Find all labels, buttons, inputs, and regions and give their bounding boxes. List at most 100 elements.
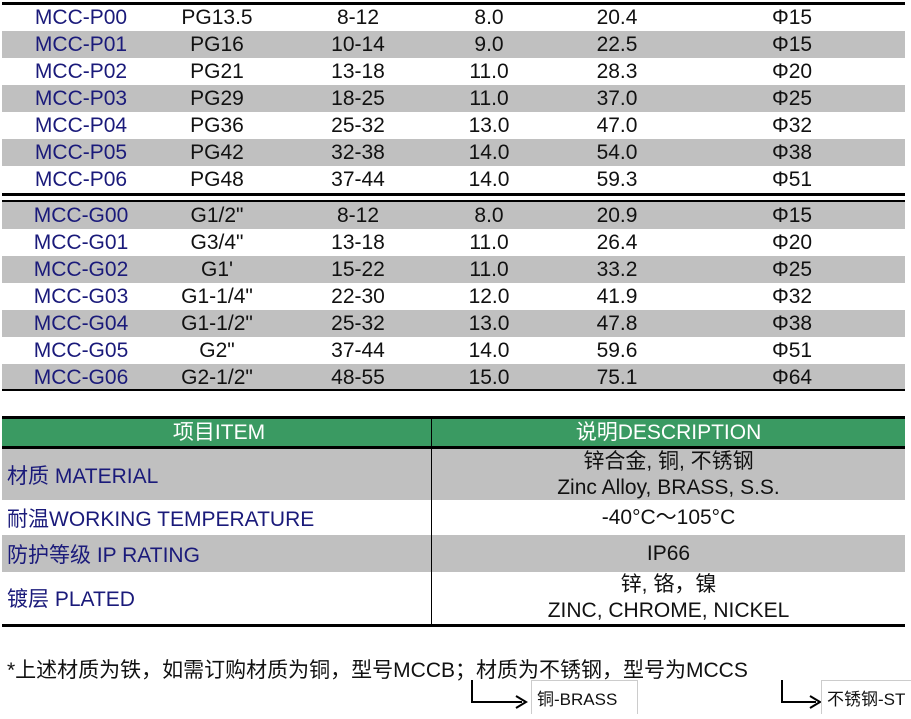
thread-cell: PG29 — [190, 87, 244, 110]
model-cell: MCC-G02 — [33, 258, 129, 281]
size-cell: 41.9 — [596, 285, 638, 308]
size-cell: 33.2 — [596, 258, 638, 281]
size-cell: 28.3 — [596, 60, 638, 83]
table-row: MCC-G02 G1' 15-22 11.0 33.2 Φ25 — [2, 256, 905, 283]
table-row: MCC-G05 G2" 37-44 14.0 59.6 Φ51 — [2, 337, 905, 364]
cable-range-cell: 18-25 — [331, 87, 385, 110]
length-cell: 14.0 — [468, 141, 510, 164]
thread-cell: PG42 — [190, 141, 244, 164]
table-row: MCC-P00 PG13.5 8-12 8.0 20.4 Φ15 — [2, 4, 905, 31]
hole-cell: Φ32 — [771, 114, 813, 137]
table-row: MCC-G01 G3/4" 13-18 11.0 26.4 Φ20 — [2, 229, 905, 256]
size-cell: 26.4 — [596, 231, 638, 254]
length-cell: 8.0 — [474, 6, 504, 29]
thread-cell: G1' — [200, 258, 234, 281]
cable-range-cell: 8-12 — [336, 6, 380, 29]
thread-cell: G1-1/4" — [181, 285, 253, 308]
cable-range-cell: 13-18 — [331, 60, 385, 83]
desc-en: Zinc Alloy, BRASS, S.S. — [557, 475, 780, 499]
size-cell: 22.5 — [596, 33, 638, 56]
size-cell: 75.1 — [596, 366, 638, 389]
table-row: MCC-G00 G1/2" 8-12 8.0 20.9 Φ15 — [2, 202, 905, 229]
table-row: MCC-G06 G2-1/2" 48-55 15.0 75.1 Φ64 — [2, 364, 905, 391]
model-cell: MCC-P04 — [34, 114, 128, 137]
size-cell: 37.0 — [596, 87, 638, 110]
table-row: MCC-P02 PG21 13-18 11.0 28.3 Φ20 — [2, 58, 905, 85]
table-row: MCC-P03 PG29 18-25 11.0 37.0 Φ25 — [2, 85, 905, 112]
length-cell: 11.0 — [469, 87, 509, 110]
arrow-icon — [471, 680, 528, 709]
thread-cell: PG13.5 — [181, 6, 253, 29]
arrow-icon — [781, 680, 822, 709]
desc-cn: 锌, 铬，镍 — [620, 573, 717, 596]
thread-cell: G2" — [199, 339, 235, 362]
info-header: 项目ITEM 说明DESCRIPTION — [2, 416, 905, 449]
cable-range-cell: 37-44 — [331, 339, 385, 362]
stainless-callout: 不锈钢-ST — [821, 680, 911, 714]
item-label: 镀层 PLATED — [2, 572, 432, 624]
length-cell: 15.0 — [468, 366, 510, 389]
section-rule — [2, 200, 905, 202]
hole-cell: Φ15 — [771, 6, 813, 29]
length-cell: 13.0 — [468, 114, 510, 137]
model-cell: MCC-G03 — [33, 285, 129, 308]
model-cell: MCC-G01 — [33, 231, 129, 254]
cable-range-cell: 13-18 — [331, 231, 385, 254]
length-cell: 8.0 — [474, 204, 504, 227]
temperature-row: 耐温WORKING TEMPERATURE -40°C～105°C — [2, 500, 905, 535]
hole-cell: Φ38 — [771, 312, 813, 335]
hole-cell: Φ20 — [771, 231, 813, 254]
model-cell: MCC-G05 — [33, 339, 129, 362]
table-row: MCC-G03 G1-1/4" 22-30 12.0 41.9 Φ32 — [2, 283, 905, 310]
length-cell: 11.0 — [469, 60, 509, 83]
item-label: 材质 MATERIAL — [2, 449, 432, 500]
top-rule — [2, 2, 905, 5]
hole-cell: Φ38 — [771, 141, 813, 164]
cable-range-cell: 25-32 — [331, 114, 385, 137]
desc-value: -40°C～105°C — [601, 505, 736, 529]
pg-thread-table: MCC-P00 PG13.5 8-12 8.0 20.4 Φ15 MCC-P01 PG16 10… — [2, 4, 905, 193]
model-cell: MCC-P00 — [34, 6, 128, 29]
cable-range-cell: 25-32 — [331, 312, 385, 335]
cable-range-cell: 8-12 — [336, 204, 380, 227]
hole-cell: Φ20 — [771, 60, 813, 83]
description-header: 说明DESCRIPTION — [575, 420, 762, 444]
model-cell: MCC-G00 — [33, 204, 129, 227]
hole-cell: Φ32 — [771, 285, 813, 308]
length-cell: 11.0 — [469, 258, 509, 281]
length-cell: 12.0 — [468, 285, 510, 308]
size-cell: 47.0 — [596, 114, 638, 137]
size-cell: 47.8 — [596, 312, 638, 335]
thread-cell: PG16 — [190, 33, 244, 56]
brass-callout: 铜-BRASS — [531, 680, 638, 714]
desc-cn: 锌合金, 铜, 不锈钢 — [583, 449, 754, 473]
length-cell: 13.0 — [468, 312, 510, 335]
material-row: 材质 MATERIAL 锌合金, 铜, 不锈钢 Zinc Alloy, BRASS… — [2, 449, 905, 500]
model-cell: MCC-P05 — [34, 141, 128, 164]
item-label: 耐温WORKING TEMPERATURE — [2, 500, 432, 535]
cable-range-cell: 32-38 — [331, 141, 385, 164]
size-cell: 59.3 — [596, 168, 638, 191]
model-cell: MCC-P06 — [34, 168, 128, 191]
hole-cell: Φ51 — [771, 168, 813, 191]
desc-value: IP66 — [646, 541, 691, 565]
size-cell: 20.9 — [596, 204, 638, 227]
length-cell: 11.0 — [469, 231, 509, 254]
model-cell: MCC-P03 — [34, 87, 128, 110]
table-row: MCC-P06 PG48 37-44 14.0 59.3 Φ51 — [2, 166, 905, 193]
hole-cell: Φ25 — [771, 258, 813, 281]
length-cell: 14.0 — [468, 339, 510, 362]
table-row: MCC-P01 PG16 10-14 9.0 22.5 Φ15 — [2, 31, 905, 58]
model-cell: MCC-P02 — [34, 60, 128, 83]
cable-range-cell: 48-55 — [331, 366, 385, 389]
size-cell: 59.6 — [596, 339, 638, 362]
thread-cell: G1/2" — [190, 204, 244, 227]
footnote: *上述材质为铁，如需订购材质为铜，型号MCCB；材质为不锈钢，型号为MCCS — [7, 659, 748, 682]
plated-row: 镀层 PLATED 锌, 铬，镍 ZINC, CHROME, NICKEL — [2, 572, 905, 627]
model-cell: MCC-P01 — [34, 33, 128, 56]
thread-cell: PG36 — [190, 114, 244, 137]
table-row: MCC-P04 PG36 25-32 13.0 47.0 Φ32 — [2, 112, 905, 139]
hole-cell: Φ15 — [771, 33, 813, 56]
size-cell: 20.4 — [596, 6, 638, 29]
hole-cell: Φ25 — [771, 87, 813, 110]
